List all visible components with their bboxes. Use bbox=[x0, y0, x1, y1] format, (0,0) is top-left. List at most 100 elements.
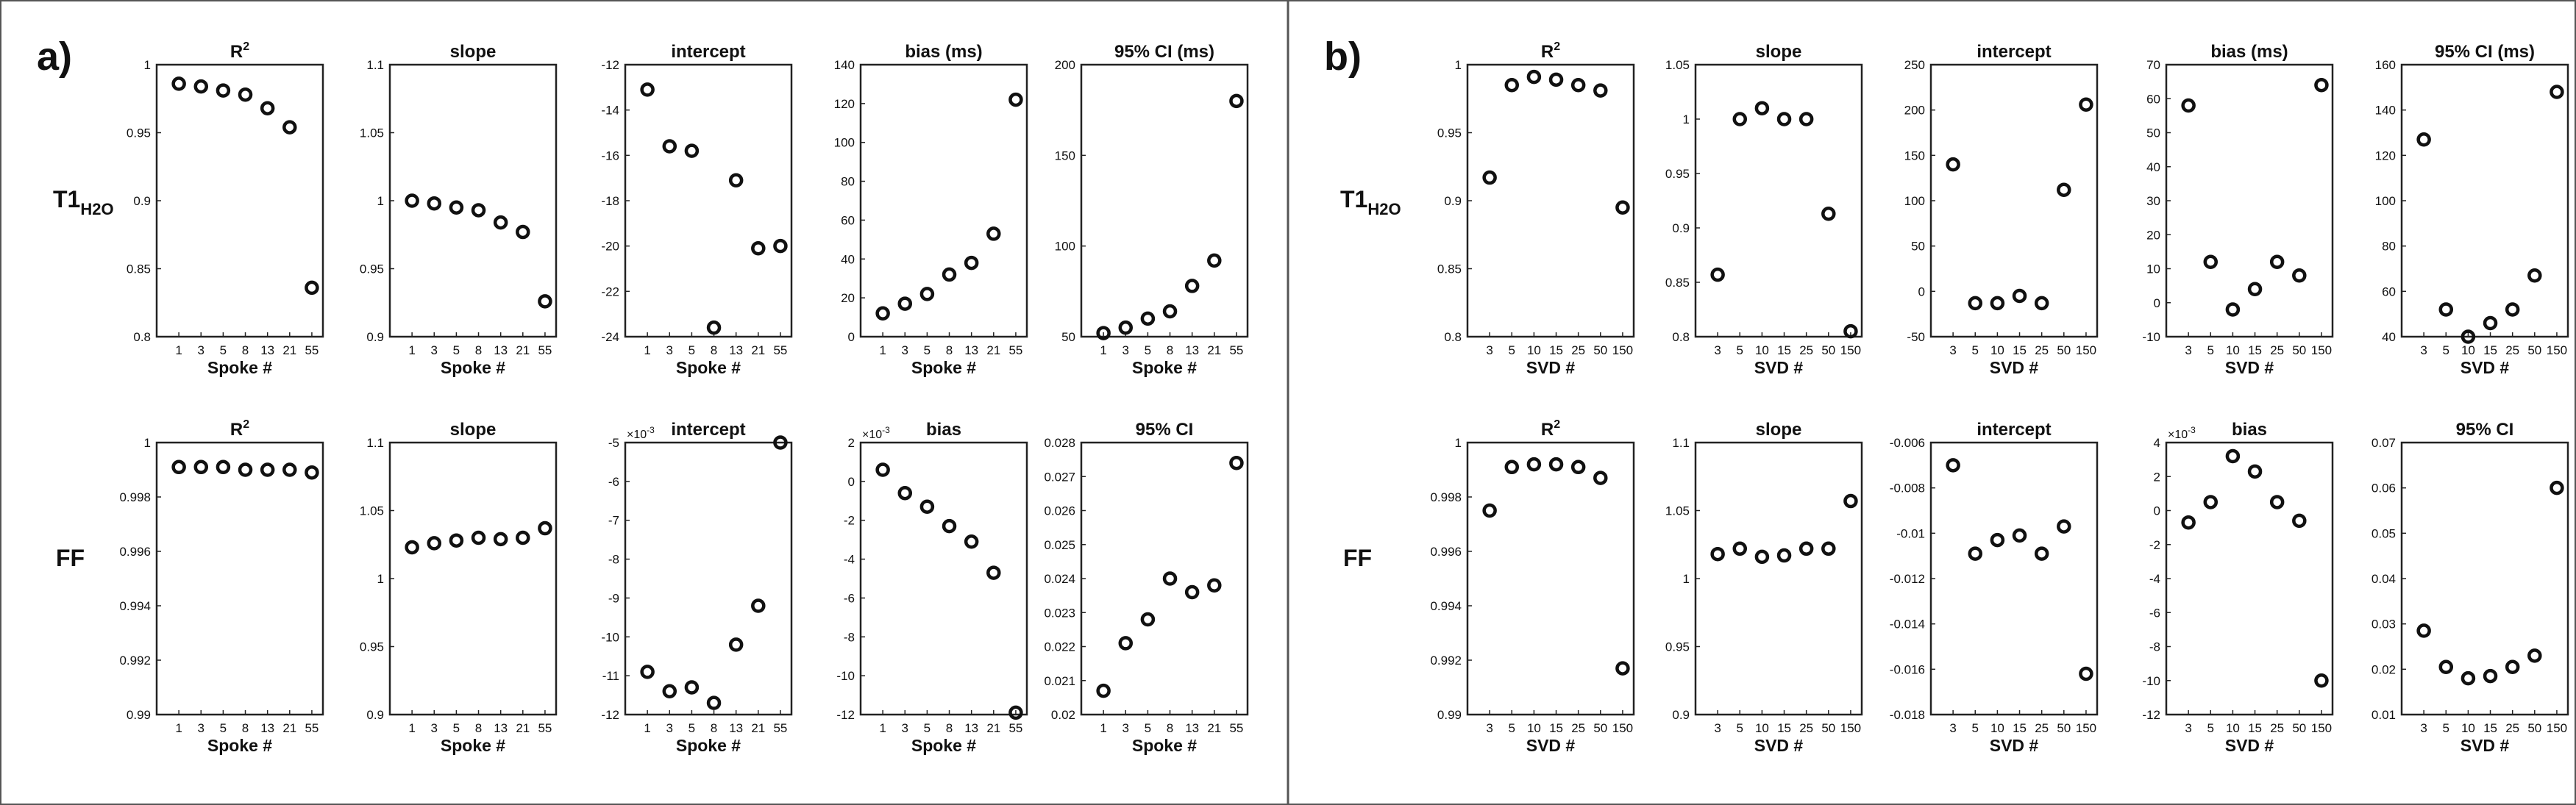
data-point bbox=[305, 465, 319, 480]
row-label-t1-b: T1H2O bbox=[1340, 186, 1401, 218]
x-tick-label: 3 bbox=[902, 721, 908, 735]
x-tick-label: 5 bbox=[1145, 343, 1151, 357]
data-point bbox=[1990, 532, 2005, 548]
data-point bbox=[2225, 448, 2241, 464]
plot-frame bbox=[388, 63, 558, 338]
x-tick-label: 21 bbox=[986, 721, 1000, 735]
y-tick-label: 0.95 bbox=[360, 640, 384, 654]
x-tick-label: 25 bbox=[2505, 343, 2519, 357]
y-tick-label: -6 bbox=[844, 591, 855, 605]
x-tick-label: 5 bbox=[1737, 343, 1743, 357]
axis-exponent-base: ×10 bbox=[627, 429, 647, 441]
x-tick-label: 15 bbox=[1549, 343, 1563, 357]
x-tick-label: 25 bbox=[1799, 343, 1813, 357]
data-point bbox=[897, 485, 913, 501]
data-point bbox=[405, 193, 419, 208]
x-tick-label: 15 bbox=[1549, 721, 1563, 735]
subplot-b-1-4: 95% CI 0.01 0.02 0.03 0.04 0.05 0.06 0.07 3 5 10 15… bbox=[2372, 420, 2569, 755]
x-axis-label: Spoke # bbox=[207, 736, 272, 755]
y-tick-label: 20 bbox=[841, 291, 855, 305]
y-tick-label: -0.006 bbox=[1890, 436, 1925, 450]
x-tick-label: 1 bbox=[879, 343, 886, 357]
data-point bbox=[1843, 323, 1858, 339]
y-tick-label: 1.1 bbox=[366, 58, 384, 72]
x-tick-label: 8 bbox=[946, 721, 953, 735]
subplot-b-0-4: 95% CI (ms) 40 60 80 100 120 140 160 3 5 10 15 25 50 1… bbox=[2375, 42, 2569, 377]
data-point bbox=[1946, 458, 1960, 473]
plot-frame bbox=[1466, 63, 1635, 338]
row-label-t1-a: T1H2O bbox=[53, 186, 114, 218]
x-tick-label: 3 bbox=[1486, 343, 1492, 357]
y-tick-label: -0.012 bbox=[1890, 572, 1925, 586]
y-tick-label: -11 bbox=[602, 669, 619, 683]
x-tick-label: 5 bbox=[1737, 721, 1743, 735]
y-tick-label: -16 bbox=[601, 149, 619, 162]
data-point bbox=[1008, 92, 1023, 107]
data-point bbox=[282, 462, 297, 477]
chart-title: R2 bbox=[230, 418, 249, 440]
data-point bbox=[986, 226, 1001, 241]
x-tick-label: 13 bbox=[494, 343, 508, 357]
data-point bbox=[1184, 584, 1200, 600]
plot-frame bbox=[155, 63, 324, 338]
data-point bbox=[2550, 85, 2564, 99]
subplot-b-0-0: R2 0.8 0.85 0.9 0.95 1 3 5 10 15 25 50 150 SVD # bbox=[1437, 40, 1635, 377]
y-tick-label: 250 bbox=[1904, 58, 1925, 72]
data-point bbox=[1140, 612, 1156, 627]
data-point bbox=[2527, 268, 2542, 283]
row-label-ff-b: FF bbox=[1343, 545, 1372, 571]
y-tick-label: 1 bbox=[144, 436, 151, 450]
x-tick-label: 1 bbox=[1100, 343, 1106, 357]
panel-label-a: a) bbox=[37, 35, 72, 79]
y-tick-label: 0.9 bbox=[366, 708, 384, 722]
y-tick-label: 0.992 bbox=[1430, 654, 1462, 668]
x-axis-label: Spoke # bbox=[207, 358, 272, 377]
data-point bbox=[897, 296, 913, 311]
data-point bbox=[516, 224, 530, 240]
data-point bbox=[2527, 648, 2542, 663]
plot-frame bbox=[1080, 63, 1249, 338]
x-axis-label: SVD # bbox=[1990, 358, 2039, 377]
data-point bbox=[1968, 546, 1983, 561]
y-tick-label: 100 bbox=[1904, 194, 1925, 208]
y-tick-label: 0.03 bbox=[2372, 618, 2396, 632]
x-tick-label: 13 bbox=[964, 721, 978, 735]
x-tick-label: 13 bbox=[1185, 343, 1199, 357]
data-point bbox=[1570, 459, 1586, 475]
chart-title: slope bbox=[1756, 420, 1802, 440]
x-tick-label: 1 bbox=[408, 343, 415, 357]
chart-title-text: 95% CI (ms) bbox=[2435, 42, 2535, 62]
plot-frame bbox=[624, 63, 793, 338]
data-point bbox=[1593, 471, 1608, 485]
chart-title: intercept bbox=[671, 420, 745, 440]
data-point bbox=[1229, 93, 1244, 109]
plot-frame bbox=[388, 441, 558, 716]
x-tick-label: 3 bbox=[1486, 721, 1492, 735]
x-tick-label: 150 bbox=[2547, 343, 2567, 357]
x-tick-label: 10 bbox=[2461, 343, 2475, 357]
x-tick-label: 13 bbox=[260, 343, 274, 357]
x-tick-label: 3 bbox=[431, 343, 438, 357]
data-point bbox=[2247, 282, 2263, 296]
y-tick-label: -0.018 bbox=[1890, 708, 1925, 722]
data-point bbox=[1710, 267, 1725, 282]
data-point bbox=[2225, 302, 2241, 317]
data-point bbox=[2247, 464, 2263, 479]
y-tick-label: 140 bbox=[2375, 104, 2396, 118]
y-tick-label: 0.01 bbox=[2372, 708, 2396, 722]
y-tick-label: 1 bbox=[1683, 572, 1690, 586]
plot-frame bbox=[624, 441, 793, 716]
x-axis-label: SVD # bbox=[1526, 736, 1576, 755]
chart-title: bias bbox=[2232, 420, 2267, 440]
data-point bbox=[2034, 546, 2049, 561]
data-point bbox=[1184, 279, 1200, 293]
data-point bbox=[1482, 503, 1497, 518]
data-point bbox=[260, 462, 275, 477]
x-tick-label: 150 bbox=[1840, 343, 1861, 357]
y-tick-label: -9 bbox=[608, 591, 619, 605]
data-point bbox=[1615, 200, 1630, 215]
y-tick-label: -10 bbox=[2142, 674, 2160, 688]
